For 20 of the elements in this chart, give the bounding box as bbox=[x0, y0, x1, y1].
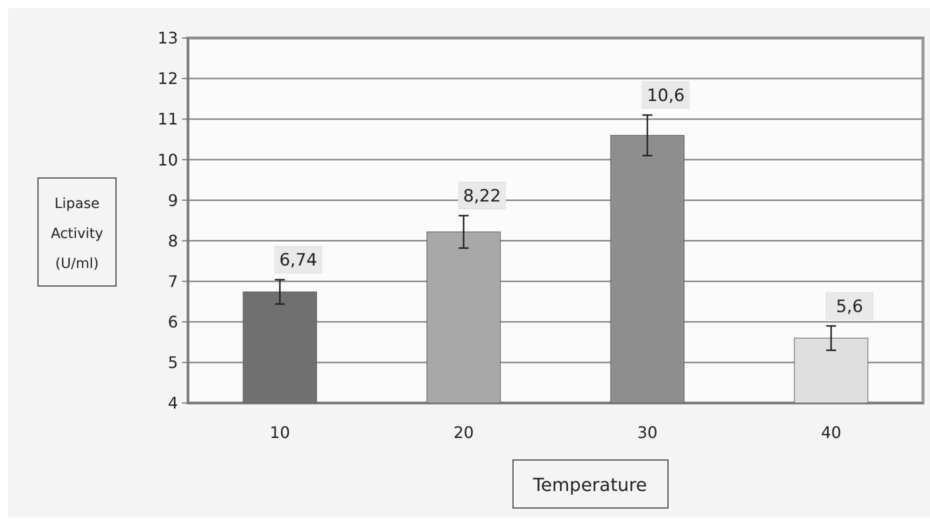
x-tick-label: 30 bbox=[637, 423, 658, 442]
x-axis-title: Temperature bbox=[532, 475, 648, 496]
y-tick-label: 8 bbox=[168, 231, 178, 250]
y-tick-label: 7 bbox=[168, 272, 178, 291]
y-tick-label: 11 bbox=[158, 110, 178, 129]
x-tick-label: 20 bbox=[453, 423, 474, 442]
y-tick-label: 5 bbox=[168, 353, 178, 372]
y-tick-label: 9 bbox=[168, 190, 178, 210]
y-axis-title: Lipase Activity (U/ml) bbox=[50, 196, 104, 272]
y-tick-label: 6 bbox=[168, 312, 178, 332]
y-tick-label: 12 bbox=[158, 69, 178, 88]
y-tick-label: 13 bbox=[158, 28, 178, 48]
data-label: 10,6 bbox=[646, 86, 685, 106]
data-label: 8,22 bbox=[463, 186, 501, 207]
x-tick-label: 40 bbox=[820, 423, 842, 442]
y-tick-label: 10 bbox=[158, 150, 178, 170]
data-label: 5,6 bbox=[836, 296, 864, 317]
x-tick-label: 10 bbox=[270, 423, 290, 442]
y-tick-label: 4 bbox=[168, 394, 178, 413]
data-label: 6,74 bbox=[279, 250, 318, 271]
